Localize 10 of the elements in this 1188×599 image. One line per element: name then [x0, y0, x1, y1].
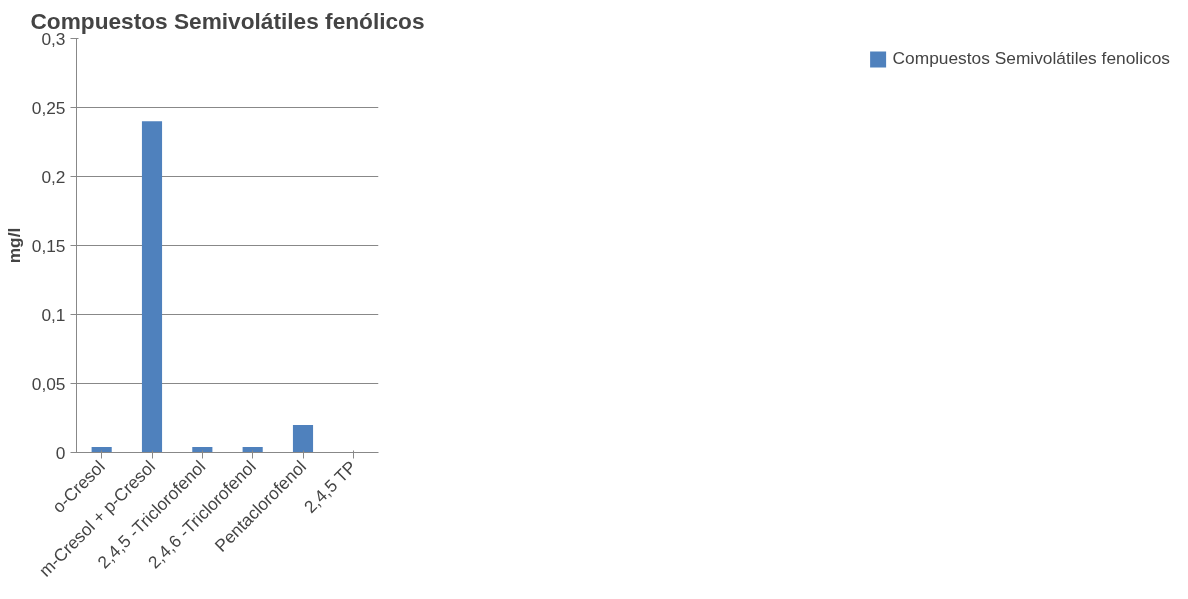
y-axis-title: mg/l [3, 227, 24, 264]
legend-label: Compuestos Semivolátiles fenolicos [892, 48, 1170, 69]
y-tick-label: 0,1 [41, 304, 66, 325]
y-tick-label: 0 [55, 442, 66, 463]
bar [292, 424, 314, 453]
y-tick-label: 0,2 [41, 166, 66, 187]
bar [141, 121, 163, 453]
y-tick-label: 0,15 [31, 235, 66, 256]
y-tick-label: 0,25 [31, 97, 66, 118]
y-tick-label: 0,05 [31, 373, 66, 394]
